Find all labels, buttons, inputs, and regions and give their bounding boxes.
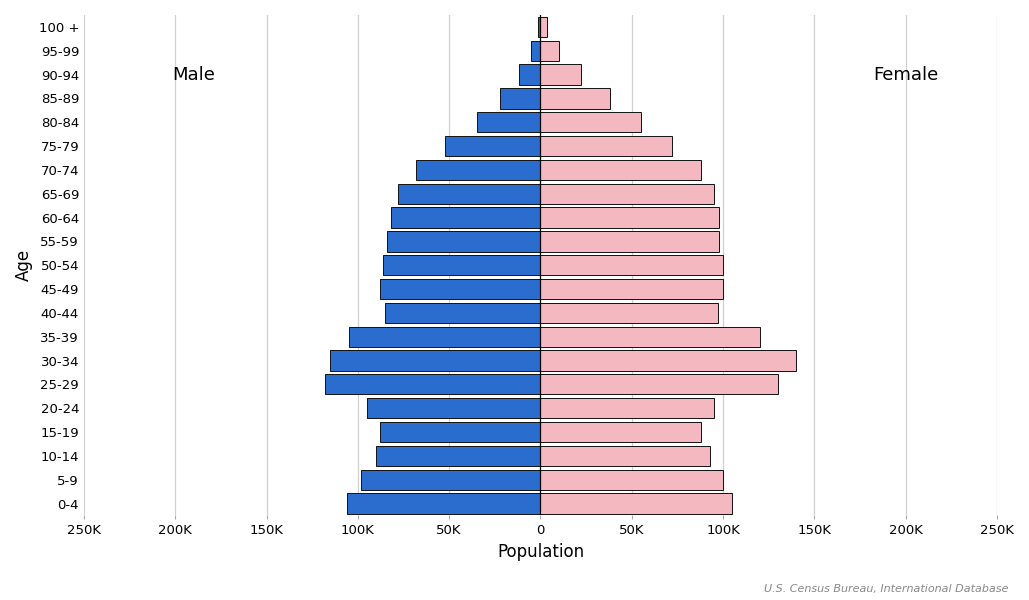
Bar — [540, 470, 723, 490]
Bar — [380, 279, 540, 299]
Bar — [540, 303, 717, 323]
Bar — [391, 208, 540, 227]
Bar — [540, 398, 714, 418]
Bar — [349, 326, 540, 347]
Bar — [540, 88, 610, 109]
Bar — [540, 374, 778, 394]
Bar — [540, 41, 559, 61]
Bar — [500, 88, 540, 109]
Bar — [367, 398, 540, 418]
Bar — [540, 64, 580, 85]
Bar — [540, 136, 672, 156]
Bar — [540, 112, 641, 133]
Bar — [385, 303, 540, 323]
Bar — [377, 446, 540, 466]
Bar — [540, 255, 723, 275]
Bar — [519, 64, 540, 85]
Bar — [330, 350, 540, 371]
Bar — [540, 184, 714, 204]
Bar — [531, 41, 540, 61]
Bar — [540, 208, 719, 227]
Bar — [446, 136, 540, 156]
Bar — [387, 231, 540, 251]
Bar — [538, 17, 540, 37]
Bar — [325, 374, 540, 394]
Bar — [361, 470, 540, 490]
X-axis label: Population: Population — [497, 543, 584, 561]
Y-axis label: Age: Age — [15, 249, 33, 281]
Bar — [380, 422, 540, 442]
Bar — [540, 160, 701, 180]
Bar — [540, 326, 759, 347]
Bar — [540, 231, 719, 251]
Bar — [540, 422, 701, 442]
Bar — [540, 17, 546, 37]
Bar — [540, 493, 733, 514]
Text: Female: Female — [873, 65, 938, 83]
Bar — [540, 279, 723, 299]
Text: U.S. Census Bureau, International Database: U.S. Census Bureau, International Databa… — [764, 584, 1008, 594]
Bar — [398, 184, 540, 204]
Bar — [417, 160, 540, 180]
Text: Male: Male — [172, 65, 215, 83]
Bar — [540, 350, 796, 371]
Bar — [540, 446, 710, 466]
Bar — [347, 493, 540, 514]
Bar — [384, 255, 540, 275]
Bar — [476, 112, 540, 133]
